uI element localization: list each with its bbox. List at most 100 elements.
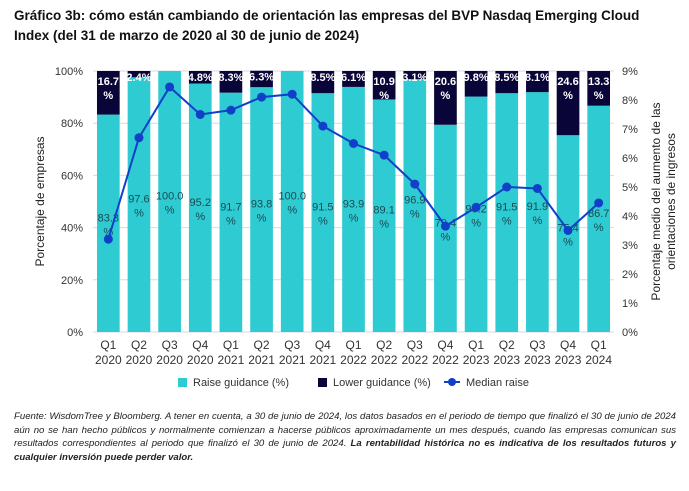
- raise-data-label: %: [134, 208, 144, 220]
- raise-data-label: 91.5: [312, 202, 333, 214]
- y-tick-label: 20%: [61, 275, 83, 287]
- y-tick-label: 0%: [67, 327, 83, 339]
- bar-raise: [311, 93, 335, 332]
- lower-data-label: 8.3%: [218, 72, 243, 84]
- chart-title: Gráfico 3b: cómo están cambiando de orie…: [14, 8, 640, 43]
- bar-raise: [403, 79, 427, 332]
- lower-data-label: 20.6: [435, 76, 456, 88]
- bar-raise: [219, 92, 243, 333]
- bar-raise: [188, 83, 212, 332]
- y2-tick-label: 7%: [622, 124, 638, 136]
- line-point: [226, 105, 236, 115]
- raise-data-label: 93.9: [343, 198, 364, 210]
- line-point: [594, 198, 604, 208]
- raise-data-label: %: [103, 226, 113, 238]
- line-point: [502, 182, 512, 192]
- line-point: [195, 110, 205, 119]
- raise-data-label: 97.6: [128, 194, 149, 206]
- bar-lower: [96, 71, 120, 115]
- line-point: [165, 82, 175, 92]
- footnote-text: Fuente: WisdomTree y Bloomberg. A tener …: [14, 411, 676, 449]
- x-tick-label: 2023: [524, 353, 551, 367]
- line-point: [563, 226, 573, 235]
- line-point: [103, 234, 113, 244]
- bar-raise: [342, 86, 365, 333]
- line-point: [532, 183, 542, 193]
- y2-tick-label: 3%: [622, 240, 638, 252]
- x-tick-label: 2020: [126, 353, 153, 367]
- x-tick-label: Q3: [407, 338, 423, 352]
- lower-data-label: 10.9: [373, 76, 394, 88]
- bar-raise: [526, 92, 549, 333]
- y2-tick-label: 1%: [622, 298, 638, 310]
- raise-data-label: %: [379, 219, 389, 231]
- legend-label-raise: Raise guidance (%): [193, 377, 289, 389]
- x-tick-label: Q2: [131, 338, 147, 352]
- bar-lower: [311, 71, 335, 94]
- chart: 0% 20% 40% 60% 80% 100% 0% 1% 2% 3% 4% 5% 6% 7% 8% 9% Po…: [33, 66, 678, 389]
- y2-tick-label: 0%: [622, 327, 638, 339]
- raise-data-label: %: [165, 205, 175, 217]
- raise-data-label: %: [594, 222, 604, 234]
- legend-label-median: Median raise: [466, 377, 529, 389]
- lower-data-label: %: [563, 90, 573, 102]
- lower-data-label: 8.1%: [525, 72, 550, 84]
- bar-lower: [495, 71, 519, 94]
- y2-axis-label: orientaciones de ingresos: [664, 133, 678, 270]
- lower-data-label: 9.8%: [464, 72, 489, 84]
- raise-data-label: %: [532, 215, 542, 227]
- lower-data-label: 6.3%: [249, 72, 274, 84]
- raise-data-label: %: [318, 216, 328, 228]
- lower-data-label: 3.1%: [402, 72, 427, 84]
- x-tick-label: 2021: [279, 353, 306, 367]
- x-tick-label: 2022: [340, 353, 367, 367]
- raise-data-label: 91.7: [220, 201, 241, 213]
- raise-data-label: %: [349, 212, 359, 224]
- raise-data-label: %: [441, 231, 451, 243]
- legend-label-lower: Lower guidance (%): [333, 377, 431, 389]
- x-tick-label: 2023: [493, 353, 520, 367]
- x-tick-label: 2022: [371, 353, 398, 367]
- raise-data-label: 95.2: [190, 197, 211, 209]
- footnote: Fuente: WisdomTree y Bloomberg. A tener …: [14, 410, 676, 464]
- bar-lower: [556, 71, 580, 136]
- x-tick-label: 2021: [248, 353, 275, 367]
- x-tick-label: 2023: [555, 353, 582, 367]
- raise-data-label: %: [195, 211, 205, 223]
- lower-data-label: 13.3: [588, 76, 609, 88]
- bar-raise: [464, 96, 488, 332]
- lower-data-label: 24.6: [557, 76, 578, 88]
- x-tick-label: 2020: [156, 353, 183, 367]
- x-tick-label: 2022: [401, 353, 428, 367]
- raise-data-label: 100.0: [278, 191, 306, 203]
- line-point: [349, 139, 358, 148]
- raise-data-label: %: [410, 209, 420, 221]
- raise-data-label: %: [257, 213, 267, 225]
- lower-data-label: 6.1%: [341, 72, 366, 84]
- y-tick-label: 100%: [55, 66, 83, 78]
- y-tick-label: 80%: [61, 118, 83, 130]
- raise-data-label: %: [287, 205, 297, 217]
- raise-data-label: 86.7: [588, 208, 609, 220]
- y2-tick-label: 2%: [622, 269, 638, 281]
- lower-data-label: 2.4%: [126, 72, 151, 84]
- bar-raise: [587, 105, 611, 332]
- x-tick-label: Q1: [345, 338, 361, 352]
- x-tick-label: Q4: [437, 338, 453, 352]
- y-tick-label: 60%: [61, 170, 83, 182]
- line-point: [440, 221, 450, 231]
- y2-tick-label: 8%: [622, 95, 638, 107]
- bar-raise: [250, 87, 273, 332]
- x-tick-label: Q1: [100, 338, 116, 352]
- raise-data-label: 89.1: [373, 205, 394, 217]
- legend-marker-median: [448, 378, 456, 386]
- bar-lower: [342, 71, 365, 87]
- lower-data-label: 16.7: [98, 76, 119, 88]
- x-tick-label: 2023: [463, 353, 490, 367]
- line-point: [134, 133, 144, 143]
- raise-data-label: 96.9: [404, 195, 425, 207]
- bar-lower: [587, 71, 611, 106]
- line-point: [471, 202, 481, 212]
- x-tick-label: Q1: [468, 338, 484, 352]
- y2-axis-label: Porcentaje medio del aumento de las: [649, 102, 663, 300]
